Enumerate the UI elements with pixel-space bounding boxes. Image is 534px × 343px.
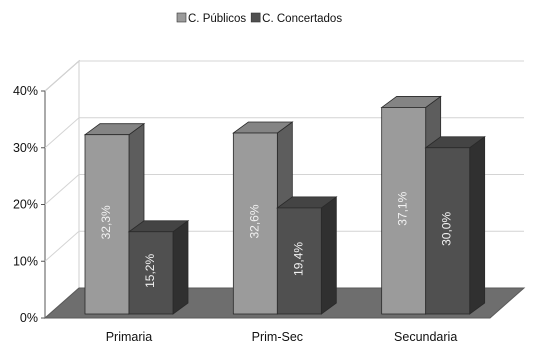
bar-side [469,135,486,315]
x-axis-labels: Primaria Prim-Sec Secundaria [106,330,458,343]
bar-front [425,147,471,315]
legend-item: C. Públicos [176,12,246,25]
legend: C. Públicos C. Concertados [176,12,342,25]
bars: 32,3% 15,2% 32,6% 19,4% 37,1% 30,0% [83,95,486,315]
bar-concertados-secundaria: 30,0% [424,135,486,315]
legend-label: C. Públicos [188,13,246,25]
bar-front [84,134,130,315]
x-tick-label: Primaria [106,330,153,343]
bar-side [172,219,189,315]
bar-front [128,231,174,315]
gridline [44,117,524,149]
data-label: 30,0% [440,212,454,246]
bar-concertados-primaria: 15,2% [127,219,190,315]
legend-swatch [250,12,261,23]
y-tick-label: 0% [20,311,38,325]
legend-label: C. Concertados [262,13,342,25]
legend-item: C. Concertados [250,12,342,25]
bar-front [381,107,427,315]
data-label: 37,1% [396,191,410,225]
data-label: 32,3% [99,205,113,239]
bar-concertados-prim-sec: 19,4% [276,196,338,315]
bar-front [232,132,278,315]
legend-swatch [176,12,187,23]
gridline [44,60,524,92]
data-label: 32,6% [247,204,261,238]
y-tick-label: 20% [13,198,38,212]
gridline [44,174,524,205]
y-tick-label: 10% [13,254,38,268]
x-tick-label: Prim-Sec [252,330,303,343]
data-label: 19,4% [291,242,305,276]
gridline [44,230,524,262]
bar-front [276,207,322,315]
x-tick-label: Secundaria [394,330,457,343]
data-label: 15,2% [143,254,157,288]
y-tick-label: 40% [13,84,38,98]
y-axis-ticks: 0% 10% 20% 30% 40% [13,84,45,325]
bar-side [320,196,337,315]
y-tick-label: 30% [13,141,38,155]
